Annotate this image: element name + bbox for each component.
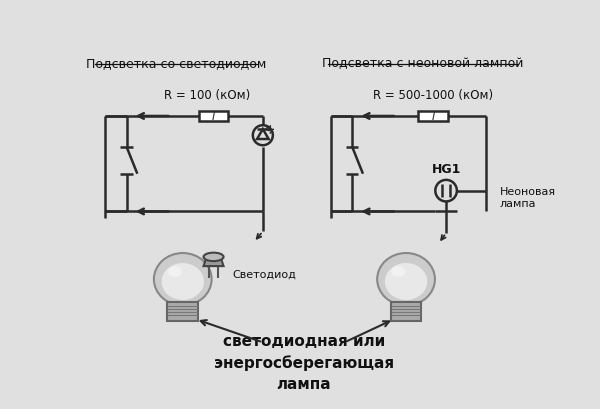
Ellipse shape — [391, 266, 405, 277]
Text: Неоновая
лампа: Неоновая лампа — [500, 187, 556, 208]
Text: светодиодная или
энергосберегающая
лампа: светодиодная или энергосберегающая лампа — [214, 333, 394, 391]
Text: I: I — [212, 112, 215, 121]
Ellipse shape — [161, 263, 204, 300]
Text: I: I — [431, 112, 434, 121]
Text: Подсветка со светодиодом: Подсветка со светодиодом — [86, 57, 267, 70]
Text: HG1: HG1 — [431, 163, 461, 176]
Polygon shape — [203, 257, 224, 266]
Text: Светодиод: Светодиод — [232, 269, 296, 279]
Ellipse shape — [168, 266, 182, 277]
Ellipse shape — [377, 254, 435, 306]
Bar — [418, 111, 448, 122]
Bar — [199, 111, 228, 122]
Bar — [391, 303, 421, 321]
Text: Подсветка с неоновой лампой: Подсветка с неоновой лампой — [322, 57, 524, 70]
Bar — [167, 303, 198, 321]
Text: R = 500-1000 (кОм): R = 500-1000 (кОм) — [373, 89, 493, 102]
Ellipse shape — [385, 263, 427, 300]
Text: R = 100 (кОм): R = 100 (кОм) — [164, 89, 251, 102]
Ellipse shape — [203, 253, 224, 261]
Ellipse shape — [154, 254, 212, 306]
